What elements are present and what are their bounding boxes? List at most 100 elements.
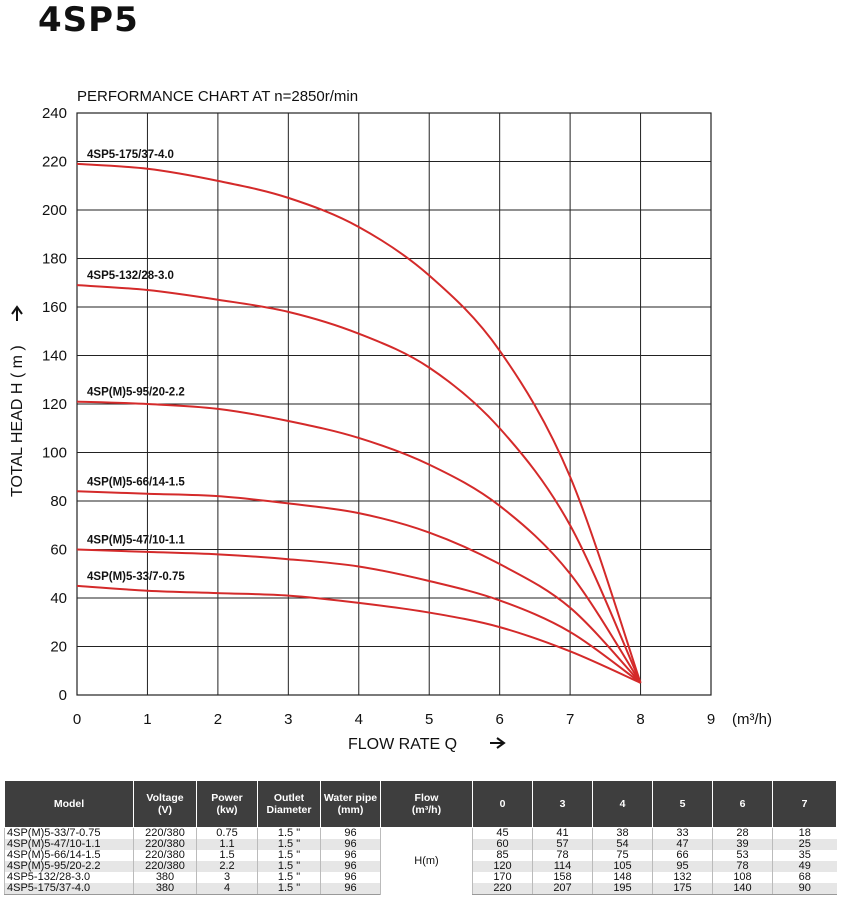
x-tick-label: 5 [425,711,433,728]
cell-model: 4SP5-132/28-3.0 [4,872,134,883]
header-flow-0: 0 [472,780,533,828]
cell-head-value: 105 [592,861,653,872]
cell-head-value: 85 [472,850,533,861]
y-axis-arrow-icon [11,305,23,321]
x-axis-title: FLOW RATE Q [348,736,457,753]
cell-head-value: 47 [652,839,713,850]
cell-head-value: 195 [592,883,653,895]
table-row: 4SP(M)5-95/20-2.2 220/380 2.2 1.5 " 96 120 114… [4,861,837,872]
cell-model: 4SP5-175/37-4.0 [4,883,134,895]
cell-head-value: 207 [532,883,593,895]
cell-head-value: 95 [652,861,713,872]
x-tick-label: 9 [707,711,715,728]
x-tick-label: 1 [143,711,151,728]
cell-voltage: 220/380 [133,850,197,861]
header-flow-3: 3 [532,780,593,828]
chart-grid [76,112,712,696]
chart-title: PERFORMANCE CHART AT n=2850r/min [77,88,358,105]
curve-line [76,584,641,684]
y-axis-title-group: TOTAL HEAD H ( m ) [9,305,26,497]
cell-head-value: 53 [712,850,773,861]
cell-outlet: 1.5 " [257,883,321,895]
cell-head-value: 25 [772,839,837,850]
y-tick-label: 240 [42,105,67,122]
cell-head-value: 54 [592,839,653,850]
curve-labels: 4SP5-175/37-4.0 4SP5-132/28-3.0 4SP(M)5-95… [87,149,185,583]
cell-h-label: H(m) [380,827,473,895]
x-axis-ticks: 0 1 2 3 4 5 6 7 8 9 [73,711,715,728]
cell-model: 4SP(M)5-66/14-1.5 [4,850,134,861]
cell-head-value: 49 [772,861,837,872]
table-row: 4SP(M)5-47/10-1.1 220/380 1.1 1.5 " 96 60 57 54… [4,839,837,850]
cell-head-value: 38 [592,827,653,839]
cell-outlet: 1.5 " [257,872,321,883]
curve-label: 4SP5-175/37-4.0 [87,149,174,161]
cell-outlet: 1.5 " [257,850,321,861]
table-row: 4SP5-175/37-4.0 380 4 1.5 " 96 220 207 195 175 14… [4,883,837,895]
cell-pipe: 96 [320,872,381,883]
header-voltage: Voltage (V) [133,780,197,828]
header-outlet: Outlet Diameter [257,780,321,828]
cell-voltage: 220/380 [133,861,197,872]
x-tick-label: 8 [636,711,644,728]
cell-head-value: 28 [712,827,773,839]
cell-head-value: 39 [712,839,773,850]
cell-model: 4SP(M)5-33/7-0.75 [4,827,134,839]
cell-voltage: 380 [133,883,197,895]
curve-label: 4SP(M)5-95/20-2.2 [87,387,185,399]
x-tick-label: 2 [214,711,222,728]
cell-head-value: 57 [532,839,593,850]
cell-head-value: 90 [772,883,837,895]
y-tick-label: 80 [50,493,67,510]
x-tick-label: 7 [566,711,574,728]
cell-head-value: 140 [712,883,773,895]
curve-line [76,162,642,684]
y-axis-ticks: 0 20 40 60 80 100 120 140 160 180 200 220 240 [42,105,67,704]
cell-head-value: 60 [472,839,533,850]
cell-voltage: 380 [133,872,197,883]
cell-head-value: 45 [472,827,533,839]
cell-head-value: 66 [652,850,713,861]
cell-head-value: 78 [532,850,593,861]
y-tick-label: 100 [42,445,67,462]
y-tick-label: 120 [42,396,67,413]
header-flow-7: 7 [772,780,837,828]
header-flow: Flow (m³/h) [380,780,473,828]
cell-head-value: 158 [532,872,593,883]
cell-pipe: 96 [320,827,381,839]
cell-power: 4 [196,883,258,895]
y-tick-label: 220 [42,154,67,171]
table-row: 4SP(M)5-33/7-0.75 220/380 0.75 1.5 " 96 H(m) 4… [4,827,837,895]
y-tick-label: 200 [42,202,67,219]
cell-outlet: 1.5 " [257,839,321,850]
table-row: 4SP5-132/28-3.0 380 3 1.5 " 96 170 158 148 132 10… [4,872,837,883]
cell-power: 1.1 [196,839,258,850]
cell-head-value: 35 [772,850,837,861]
cell-head-value: 170 [472,872,533,883]
y-tick-label: 180 [42,251,67,268]
cell-power: 0.75 [196,827,258,839]
cell-outlet: 1.5 " [257,827,321,839]
y-tick-label: 140 [42,348,67,365]
header-power: Power (kw) [196,780,258,828]
curve-line [76,400,642,684]
curve-label: 4SP(M)5-33/7-0.75 [87,571,185,583]
x-tick-label: 0 [73,711,81,728]
header-model: Model [4,780,134,828]
cell-head-value: 114 [532,861,593,872]
cell-model: 4SP(M)5-95/20-2.2 [4,861,134,872]
header-pipe: Water pipe (mm) [320,780,381,828]
cell-power: 1.5 [196,850,258,861]
spec-table: Model Voltage (V) Power (kw) Outlet Diamete… [4,780,837,895]
curve-line [76,284,642,684]
cell-head-value: 220 [472,883,533,895]
cell-head-value: 33 [652,827,713,839]
cell-head-value: 75 [592,850,653,861]
cell-outlet: 1.5 " [257,861,321,872]
performance-chart: PERFORMANCE CHART AT n=2850r/min 0204060… [9,88,772,753]
y-tick-label: 160 [42,299,67,316]
table-row: 4SP(M)5-66/14-1.5 220/380 1.5 1.5 " 96 85 78 75… [4,850,837,861]
x-axis-title-group: FLOW RATE Q [348,736,506,753]
cell-head-value: 68 [772,872,837,883]
x-tick-label: 6 [495,711,503,728]
